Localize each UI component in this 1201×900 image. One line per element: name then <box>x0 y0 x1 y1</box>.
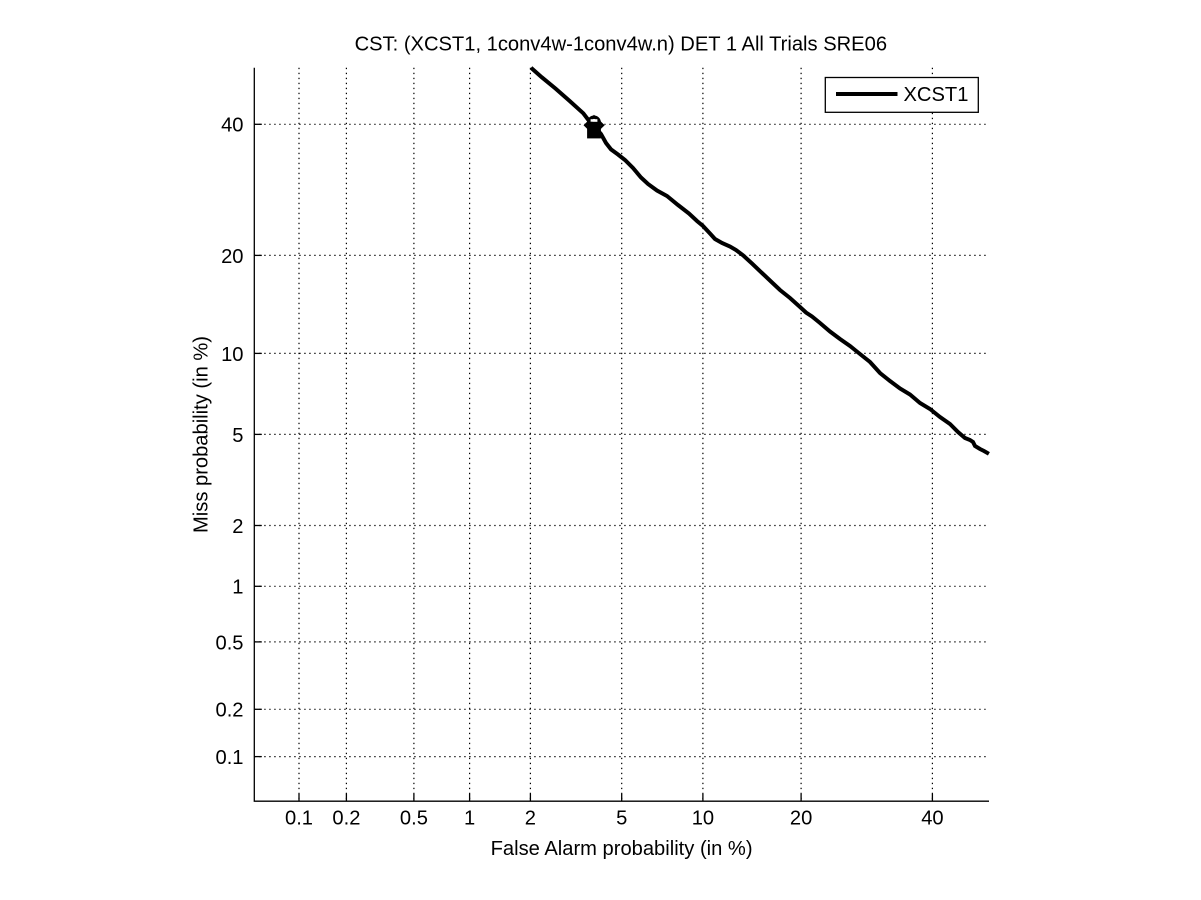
svg-text:False Alarm probability (in %): False Alarm probability (in %) <box>491 838 753 860</box>
svg-text:5: 5 <box>616 808 627 830</box>
svg-text:10: 10 <box>692 808 714 830</box>
svg-text:20: 20 <box>790 808 812 830</box>
svg-text:0.5: 0.5 <box>216 632 244 654</box>
svg-text:0.5: 0.5 <box>400 808 428 830</box>
svg-text:CST: (XCST1, 1conv4w-1conv4w.n: CST: (XCST1, 1conv4w-1conv4w.n) DET 1 Al… <box>355 33 887 55</box>
svg-text:40: 40 <box>921 808 943 830</box>
svg-text:20: 20 <box>221 246 243 268</box>
svg-text:1: 1 <box>232 577 243 599</box>
svg-text:40: 40 <box>221 115 243 137</box>
svg-text:2: 2 <box>232 516 243 538</box>
svg-text:0.2: 0.2 <box>332 808 360 830</box>
svg-text:2: 2 <box>525 808 536 830</box>
svg-text:0.1: 0.1 <box>216 747 244 769</box>
svg-text:5: 5 <box>232 425 243 447</box>
svg-text:10: 10 <box>221 344 243 366</box>
svg-text:1: 1 <box>464 808 475 830</box>
svg-text:Miss probability (in %): Miss probability (in %) <box>191 336 213 533</box>
svg-text:0.2: 0.2 <box>216 700 244 722</box>
svg-text:0.1: 0.1 <box>285 808 313 830</box>
svg-text:XCST1: XCST1 <box>904 84 969 106</box>
